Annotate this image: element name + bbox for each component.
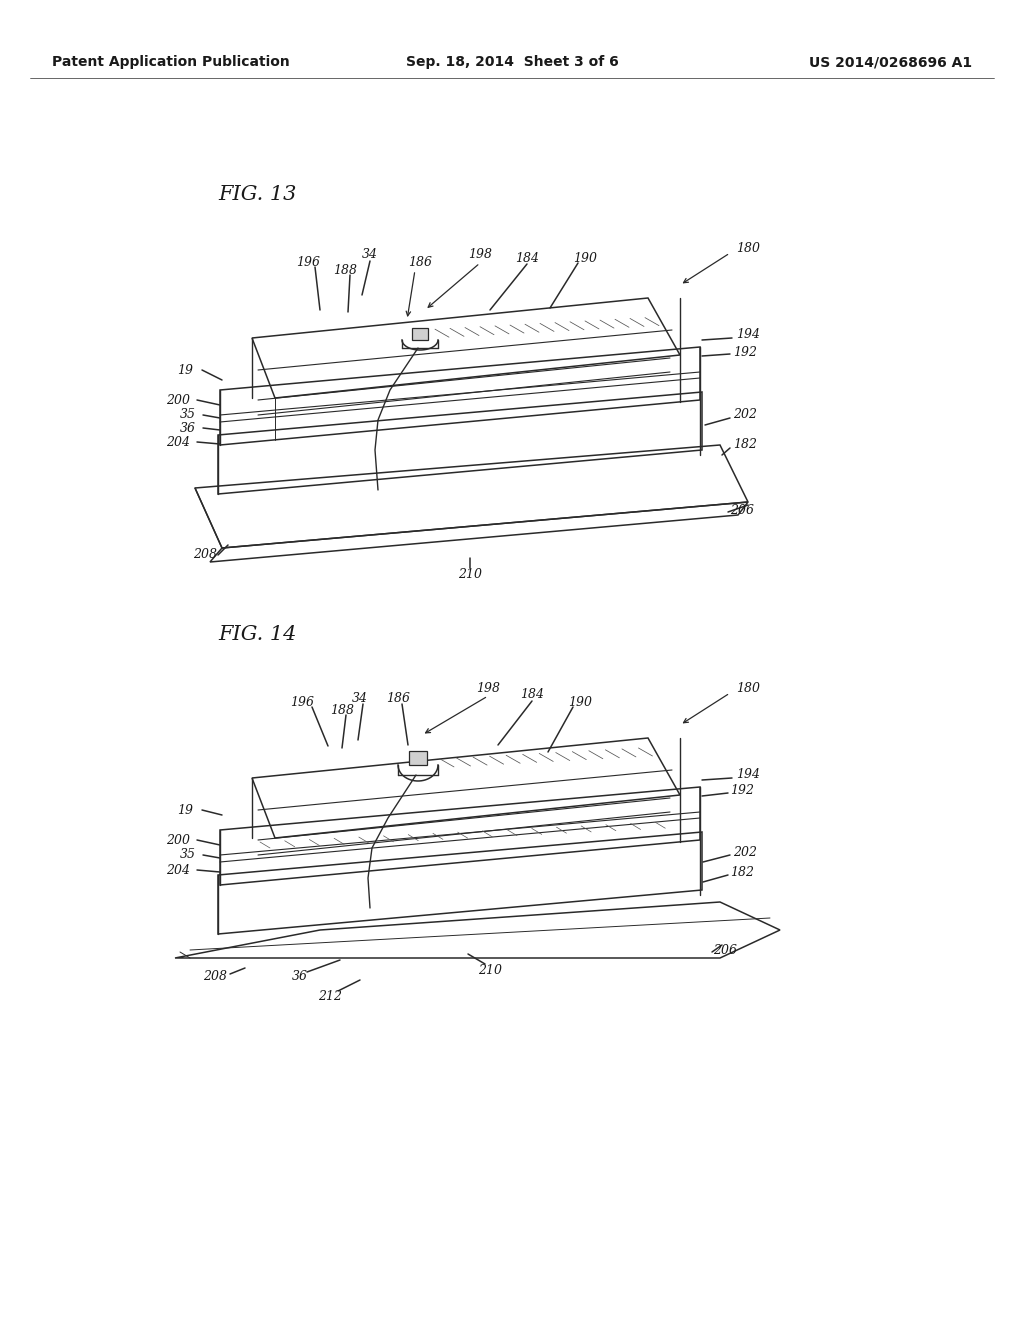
Text: 19: 19 — [177, 363, 193, 376]
Text: 204: 204 — [166, 436, 190, 449]
Bar — [409, 751, 427, 766]
Text: 206: 206 — [713, 944, 737, 957]
Bar — [412, 327, 428, 341]
Text: 210: 210 — [458, 569, 482, 582]
Text: 200: 200 — [166, 393, 190, 407]
Text: 186: 186 — [386, 692, 410, 705]
Text: 34: 34 — [352, 692, 368, 705]
Text: 202: 202 — [733, 408, 757, 421]
Text: 36: 36 — [292, 969, 308, 982]
Text: 186: 186 — [408, 256, 432, 269]
Text: 192: 192 — [733, 346, 757, 359]
Text: 196: 196 — [290, 696, 314, 709]
Text: 198: 198 — [468, 248, 492, 261]
Text: 200: 200 — [166, 833, 190, 846]
Text: 35: 35 — [180, 849, 196, 862]
Text: 194: 194 — [736, 329, 760, 342]
Text: 194: 194 — [736, 768, 760, 781]
Text: Sep. 18, 2014  Sheet 3 of 6: Sep. 18, 2014 Sheet 3 of 6 — [406, 55, 618, 69]
Text: 182: 182 — [733, 438, 757, 451]
Text: 19: 19 — [177, 804, 193, 817]
Text: 210: 210 — [478, 964, 502, 977]
Text: 196: 196 — [296, 256, 319, 268]
Text: 35: 35 — [180, 408, 196, 421]
Text: 202: 202 — [733, 846, 757, 858]
Text: FIG. 13: FIG. 13 — [218, 186, 296, 205]
Text: FIG. 14: FIG. 14 — [218, 626, 296, 644]
Text: 190: 190 — [573, 252, 597, 264]
Text: 208: 208 — [203, 969, 227, 982]
Text: 184: 184 — [515, 252, 539, 264]
Text: 180: 180 — [736, 242, 760, 255]
Text: 208: 208 — [193, 549, 217, 561]
Text: 192: 192 — [730, 784, 754, 796]
Text: 204: 204 — [166, 863, 190, 876]
Text: 36: 36 — [180, 421, 196, 434]
Text: 198: 198 — [476, 681, 500, 694]
Text: Patent Application Publication: Patent Application Publication — [52, 55, 290, 69]
Text: 206: 206 — [730, 503, 754, 516]
Text: 182: 182 — [730, 866, 754, 879]
Text: 188: 188 — [330, 704, 354, 717]
Text: 190: 190 — [568, 696, 592, 709]
Text: 188: 188 — [333, 264, 357, 276]
Text: 184: 184 — [520, 689, 544, 701]
Text: 180: 180 — [736, 681, 760, 694]
Text: 34: 34 — [362, 248, 378, 261]
Text: 212: 212 — [318, 990, 342, 1002]
Text: US 2014/0268696 A1: US 2014/0268696 A1 — [809, 55, 972, 69]
